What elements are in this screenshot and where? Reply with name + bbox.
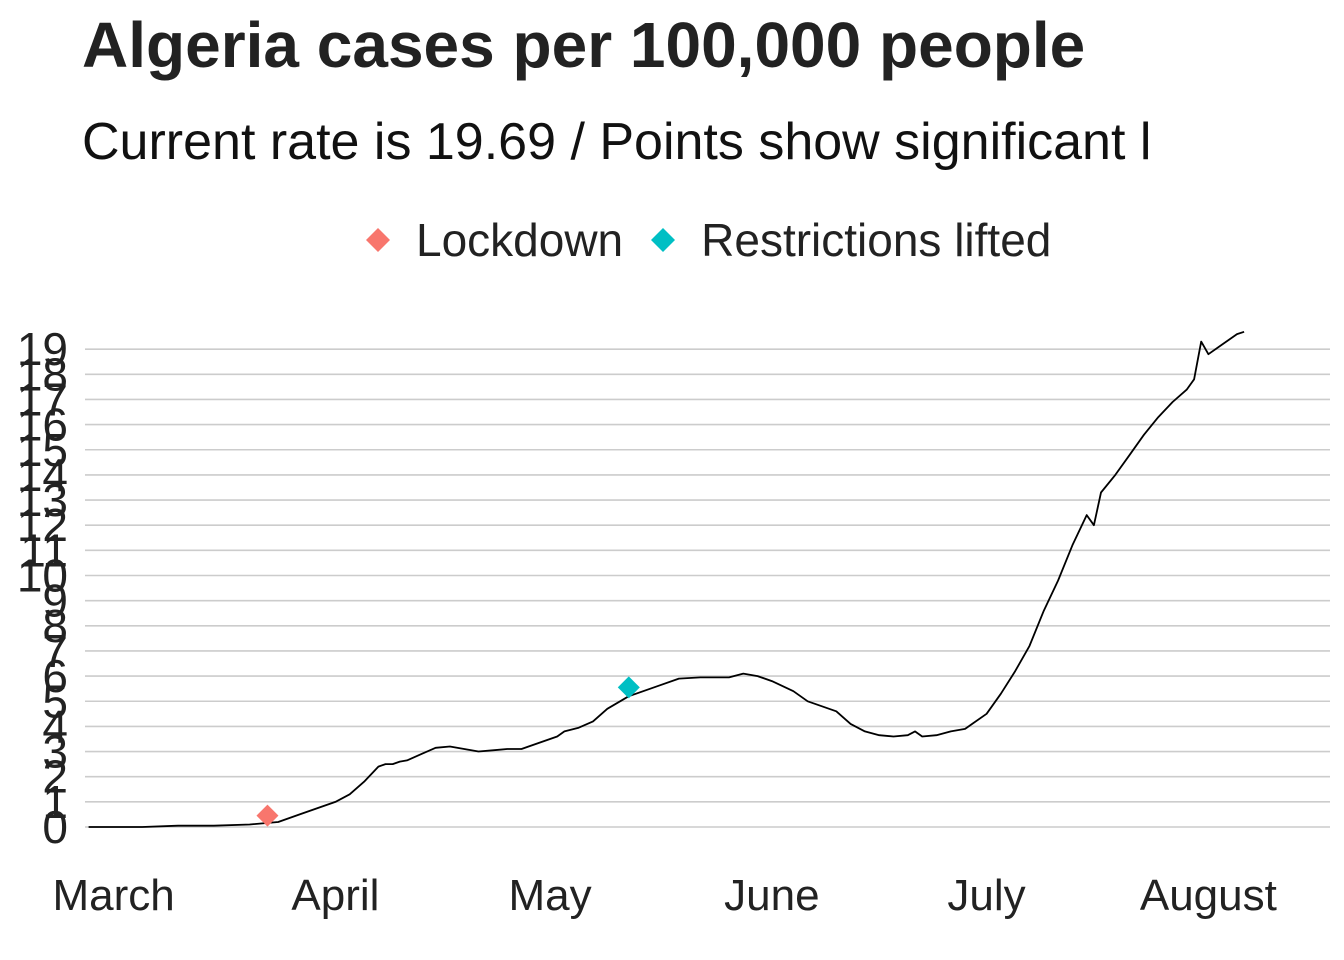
x-tick-label-march: March <box>52 871 174 920</box>
series-line-0 <box>89 332 1245 827</box>
x-tick-label-june: June <box>724 871 819 920</box>
y-tick-label-19: 19 <box>17 323 68 375</box>
x-tick-label-may: May <box>509 871 592 920</box>
x-tick-label-august: August <box>1140 871 1277 920</box>
event-marker-restrictions-lifted <box>618 676 640 698</box>
x-tick-label-july: July <box>947 871 1025 920</box>
x-tick-label-april: April <box>291 871 379 920</box>
